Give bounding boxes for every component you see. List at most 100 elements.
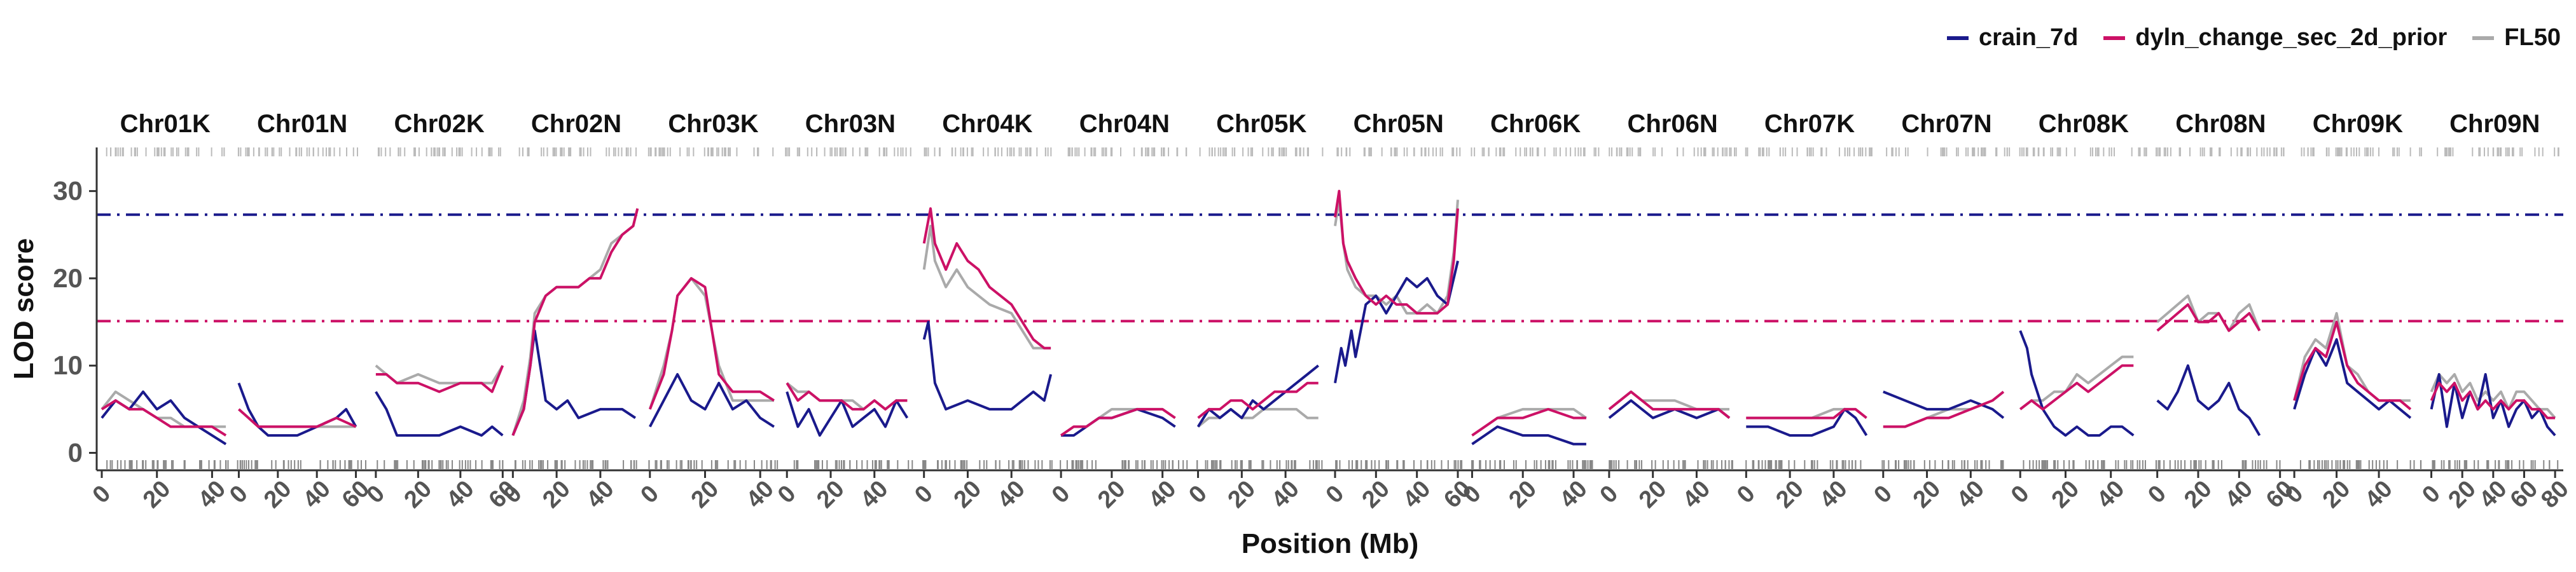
x-tick-label: 20 xyxy=(812,475,850,514)
series-line-crain-7d xyxy=(2430,373,2556,437)
series-line-FL50 xyxy=(922,224,1051,350)
series-line-crain-7d xyxy=(922,320,1053,411)
x-tick-label: 20 xyxy=(686,475,724,514)
x-tick-label: 0 xyxy=(773,480,801,509)
series-line-crain-7d xyxy=(649,373,775,428)
series-line-crain-7d xyxy=(786,391,909,437)
legend-item-dyln-change: dyln_change_sec_2d_prior xyxy=(2103,24,2447,51)
panel-label: Chr05N xyxy=(1354,110,1444,138)
series-line-dyln-change-sec-2d-prior xyxy=(1883,390,2005,428)
x-tick-label: 40 xyxy=(1398,475,1436,514)
panel-label: Chr04N xyxy=(1079,110,1170,138)
x-tick-label: 40 xyxy=(1815,475,1853,514)
series-line-crain-7d xyxy=(1471,425,1586,446)
series-line-dyln-change-sec-2d-prior xyxy=(1471,407,1586,437)
x-tick-label: 0 xyxy=(635,480,664,509)
panel-label: Chr02N xyxy=(531,110,621,138)
series-line-dyln-change-sec-2d-prior xyxy=(1197,381,1319,419)
x-tick-label: 20 xyxy=(1634,475,1672,514)
series-line-dyln-change-sec-2d-prior xyxy=(511,208,639,436)
series-line-crain-7d xyxy=(1746,407,1868,437)
panel-label: Chr09K xyxy=(2313,110,2403,138)
x-tick-label: 20 xyxy=(138,475,176,514)
x-tick-label: 40 xyxy=(1678,475,1716,514)
series-line-crain-7d xyxy=(2293,338,2412,419)
series-line-dyln-change-sec-2d-prior xyxy=(648,276,775,410)
x-tick-label: 20 xyxy=(949,475,987,514)
legend-swatch-crain-7d xyxy=(1946,36,1969,40)
x-tick-label: 40 xyxy=(2092,475,2130,514)
series-line-dyln-change-sec-2d-prior xyxy=(2019,364,2134,411)
panel-label: Chr03N xyxy=(805,110,896,138)
x-tick-label: 40 xyxy=(2360,475,2398,514)
x-tick-label: 20 xyxy=(2179,475,2217,514)
series-line-dyln-change-sec-2d-prior xyxy=(922,207,1051,350)
x-tick-label: 0 xyxy=(2006,480,2035,509)
x-tick-label: 0 xyxy=(1047,480,1076,509)
y-tick-label: 0 xyxy=(68,438,83,468)
x-tick-label: 40 xyxy=(2220,475,2259,514)
legend-item-crain-7d: crain_7d xyxy=(1946,24,2079,51)
series-line-crain-7d xyxy=(2156,364,2261,437)
x-tick-label: 20 xyxy=(399,475,438,514)
x-tick-label: 20 xyxy=(2318,475,2356,514)
x-tick-label: 0 xyxy=(1732,480,1761,509)
series-line-crain-7d xyxy=(1334,261,1459,384)
panel-label: Chr07K xyxy=(1764,110,1855,138)
series-line-crain-7d xyxy=(1061,407,1176,437)
x-tick-label: 20 xyxy=(2047,475,2085,514)
series-line-crain-7d xyxy=(1608,399,1731,419)
x-tick-label: 0 xyxy=(1595,480,1624,509)
series-line-crain-7d xyxy=(2019,330,2135,437)
x-tick-label: 20 xyxy=(1223,475,1261,514)
x-tick-label: 20 xyxy=(1908,475,1946,514)
x-tick-label: 20 xyxy=(259,475,297,514)
x-tick-label: 40 xyxy=(992,475,1030,514)
x-tick-label: 40 xyxy=(1952,475,1990,514)
series-line-dyln-change-sec-2d-prior xyxy=(238,408,357,428)
x-tick-label: 20 xyxy=(1504,475,1542,514)
x-tick-label: 40 xyxy=(441,475,480,514)
x-tick-label: 0 xyxy=(362,480,391,509)
y-tick-label: 10 xyxy=(53,350,83,380)
series-line-dyln-change-sec-2d-prior xyxy=(2430,381,2556,419)
series-line-dyln-change-sec-2d-prior xyxy=(1746,407,1867,419)
panel-label: Chr06N xyxy=(1627,110,1717,138)
x-tick-label: 40 xyxy=(855,475,894,514)
panel-label: Chr08N xyxy=(2175,110,2266,138)
panel-label: Chr06K xyxy=(1490,110,1581,138)
legend-label-crain-7d: crain_7d xyxy=(1978,24,2079,51)
legend-item-fl50: FL50 xyxy=(2472,24,2561,51)
series-line-dyln-change-sec-2d-prior xyxy=(1608,390,1731,419)
x-tick-label: 0 xyxy=(1184,480,1212,509)
panel-label: Chr05K xyxy=(1216,110,1306,138)
x-tick-label: 40 xyxy=(1144,475,1182,514)
series-line-dyln-change-sec-2d-prior xyxy=(786,382,908,411)
series-line-dyln-change-sec-2d-prior xyxy=(1334,189,1459,315)
series-line-crain-7d xyxy=(1883,390,2005,419)
chart-legend: crain_7d dyln_change_sec_2d_prior FL50 xyxy=(1946,24,2561,51)
y-tick-label: 30 xyxy=(53,176,83,206)
x-tick-label: 80 xyxy=(2536,475,2574,514)
x-tick-label: 0 xyxy=(1321,480,1350,509)
series-line-crain-7d xyxy=(237,382,357,437)
x-tick-label: 40 xyxy=(581,475,620,514)
y-tick-label: 20 xyxy=(53,263,83,293)
x-tick-label: 0 xyxy=(225,480,253,509)
x-tick-label: 0 xyxy=(1869,480,1897,509)
panel-label: Chr01N xyxy=(257,110,347,138)
series-line-crain-7d xyxy=(375,391,504,437)
x-tick-label: 40 xyxy=(1266,475,1305,514)
series-line-FL50 xyxy=(1197,407,1319,428)
panel-label: Chr03K xyxy=(668,110,758,138)
x-tick-label: 0 xyxy=(88,480,116,509)
legend-swatch-fl50 xyxy=(2472,36,2495,40)
panel-label: Chr01K xyxy=(120,110,211,138)
series-line-FL50 xyxy=(2430,373,2556,419)
x-tick-label: 40 xyxy=(1555,475,1593,514)
series-line-dyln-change-sec-2d-prior xyxy=(2293,320,2412,411)
legend-label-dyln-change: dyln_change_sec_2d_prior xyxy=(2135,24,2448,51)
panel-label: Chr07N xyxy=(1901,110,1991,138)
panel-label: Chr04K xyxy=(942,110,1032,138)
